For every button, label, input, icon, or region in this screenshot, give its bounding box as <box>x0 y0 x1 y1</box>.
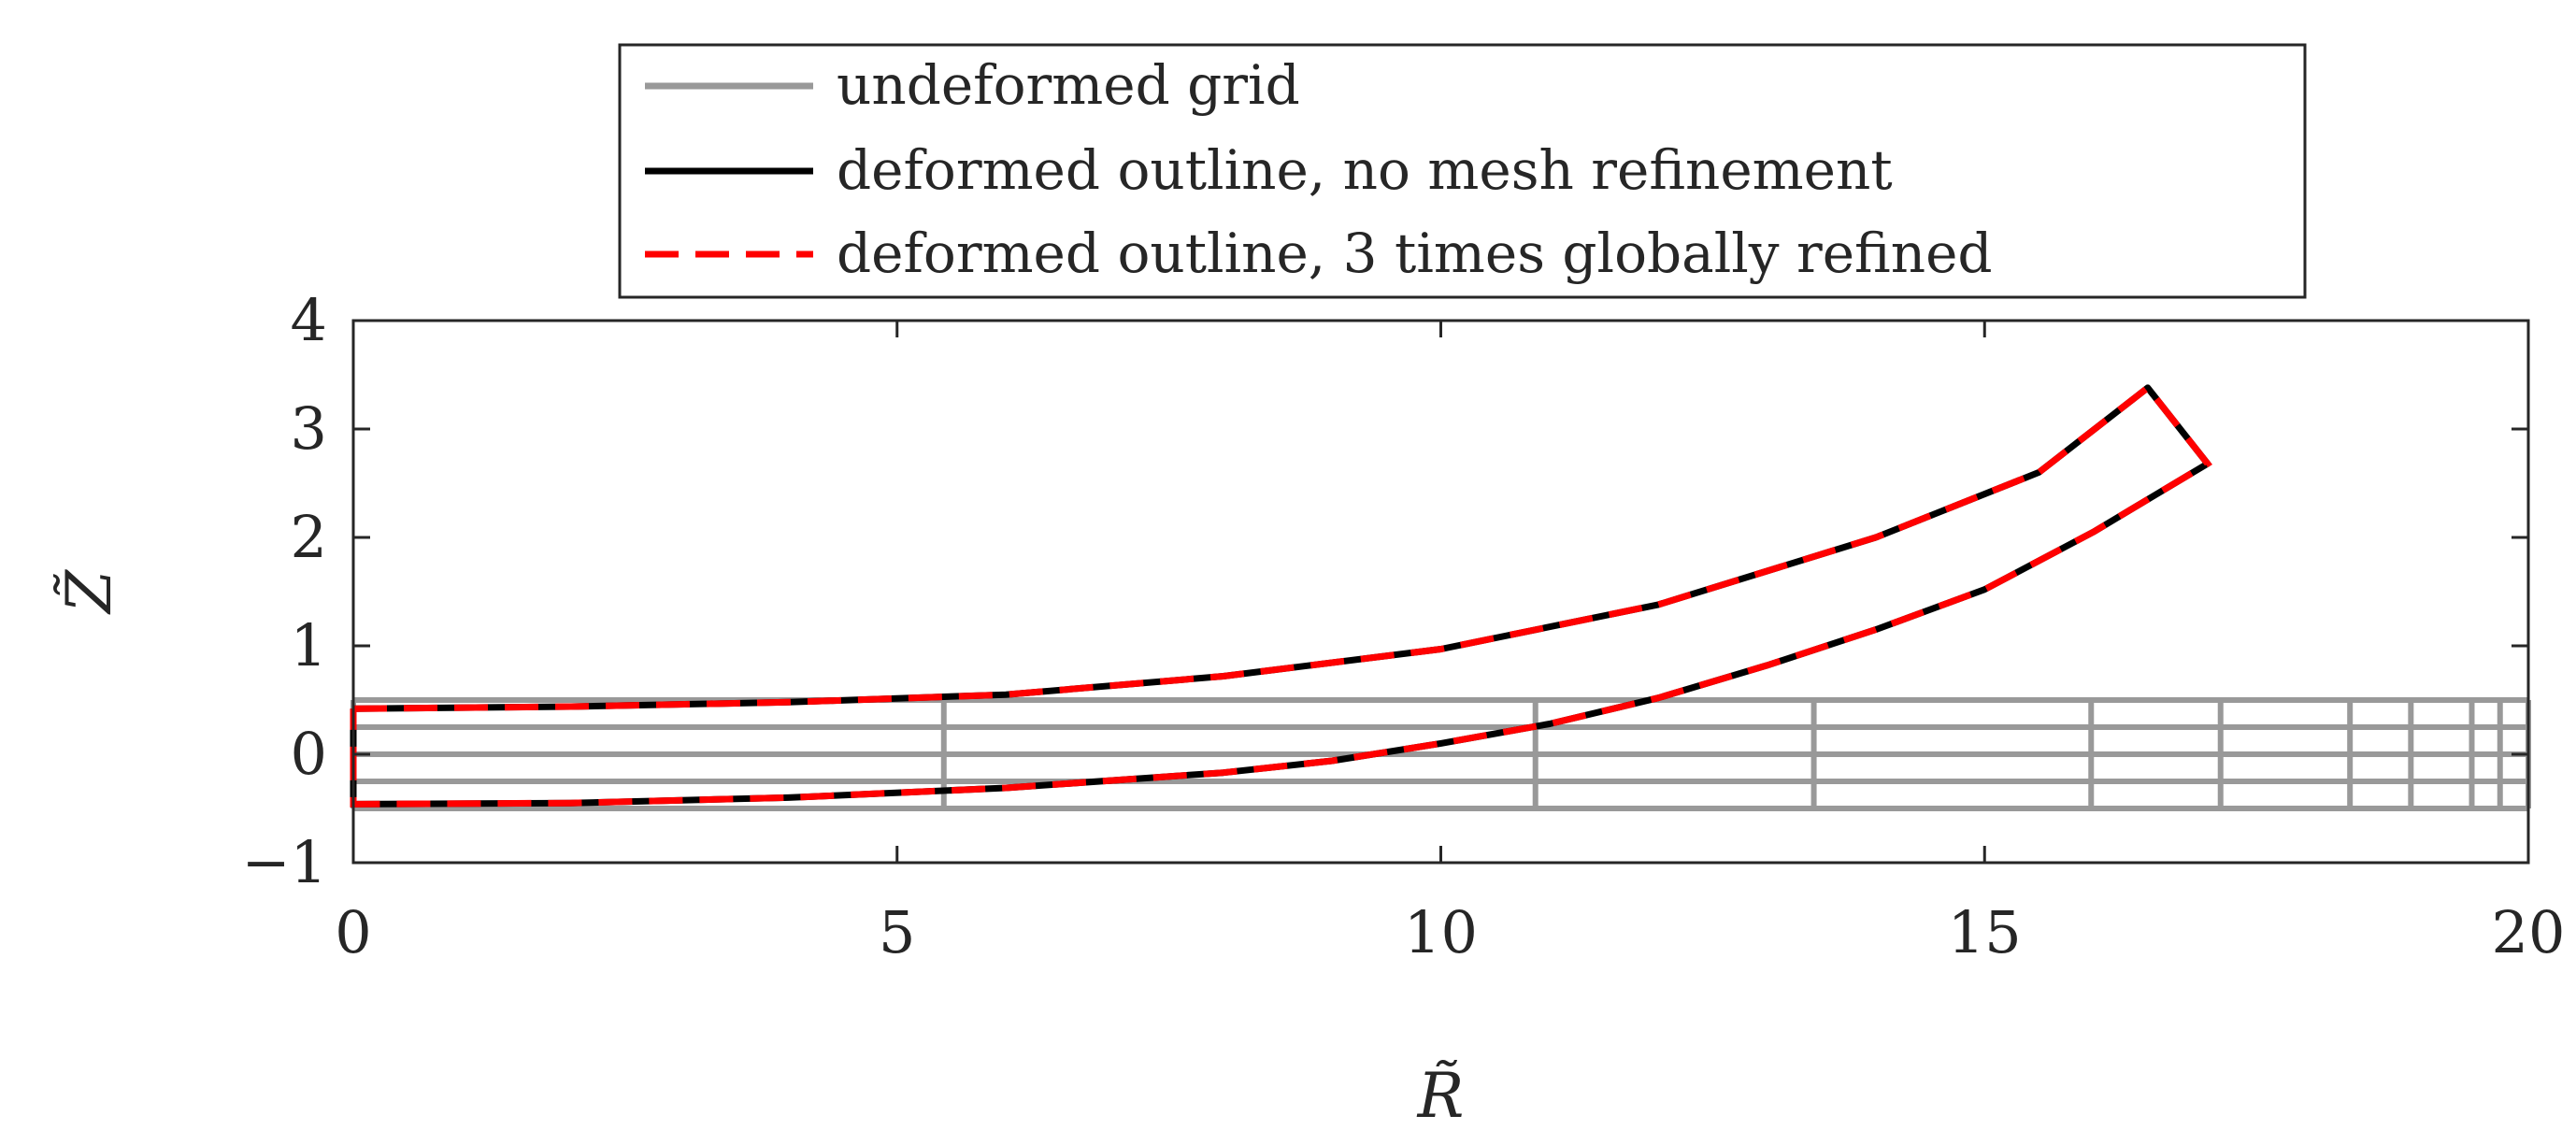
y-axis-label: Z̃ <box>53 569 125 615</box>
legend-label-deformed-outline: deformed outline, no mesh refinement <box>837 138 1893 202</box>
x-tick-label: 5 <box>879 898 915 966</box>
y-tick-label: 2 <box>291 503 327 571</box>
legend-label-refined-outline: deformed outline, 3 times globally refin… <box>837 222 1993 285</box>
deformed-outline-refined <box>350 383 2213 808</box>
x-tick-label: 20 <box>2492 898 2566 966</box>
y-tick-label: 4 <box>291 286 327 354</box>
y-tick-label: −1 <box>242 828 327 896</box>
y-tick-label: 0 <box>291 720 327 788</box>
legend: undeformed grid deformed outline, no mes… <box>618 43 2307 299</box>
x-tick-label: 0 <box>335 898 371 966</box>
y-tick-label: 3 <box>291 394 327 463</box>
y-tick-label: 1 <box>291 611 327 679</box>
legend-label-undeformed-grid: undeformed grid <box>837 53 1300 117</box>
x-axis-label: R̃ <box>1417 1060 1465 1132</box>
series-layer <box>350 383 2531 811</box>
legend-box <box>618 43 2307 299</box>
x-tick-label: 10 <box>1404 898 1478 966</box>
x-tick-label: 15 <box>1948 898 2022 966</box>
